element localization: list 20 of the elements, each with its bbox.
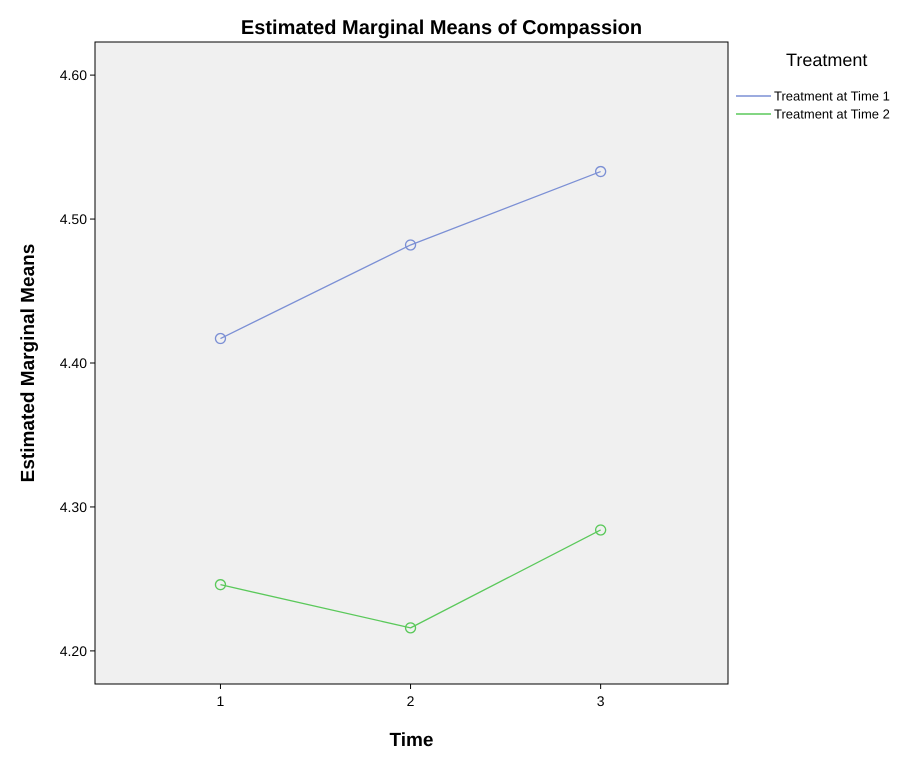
y-tick-label: 4.60 xyxy=(60,67,88,84)
y-axis-title: Estimated Marginal Means xyxy=(18,244,39,482)
chart-title: Estimated Marginal Means of Compassion xyxy=(240,17,642,39)
point xyxy=(214,579,226,590)
point xyxy=(404,622,416,634)
legend-title: Treatment xyxy=(786,50,868,70)
y-tick-label: 4.40 xyxy=(60,354,88,371)
legend-label: Treatment at Time 2 xyxy=(774,106,890,122)
y-tick-label: 4.30 xyxy=(60,498,88,515)
point xyxy=(594,166,606,178)
legend-label: Treatment at Time 1 xyxy=(774,88,890,104)
x-axis-title: Time xyxy=(389,730,434,751)
y-tick-label: 4.20 xyxy=(60,642,88,659)
point xyxy=(404,239,416,251)
point xyxy=(594,524,606,536)
point xyxy=(214,332,226,344)
y-tick-label: 4.50 xyxy=(60,210,88,227)
x-tick-label: 1 xyxy=(216,693,225,709)
x-tick-label: 3 xyxy=(596,693,605,709)
x-tick-label: 2 xyxy=(406,693,415,709)
